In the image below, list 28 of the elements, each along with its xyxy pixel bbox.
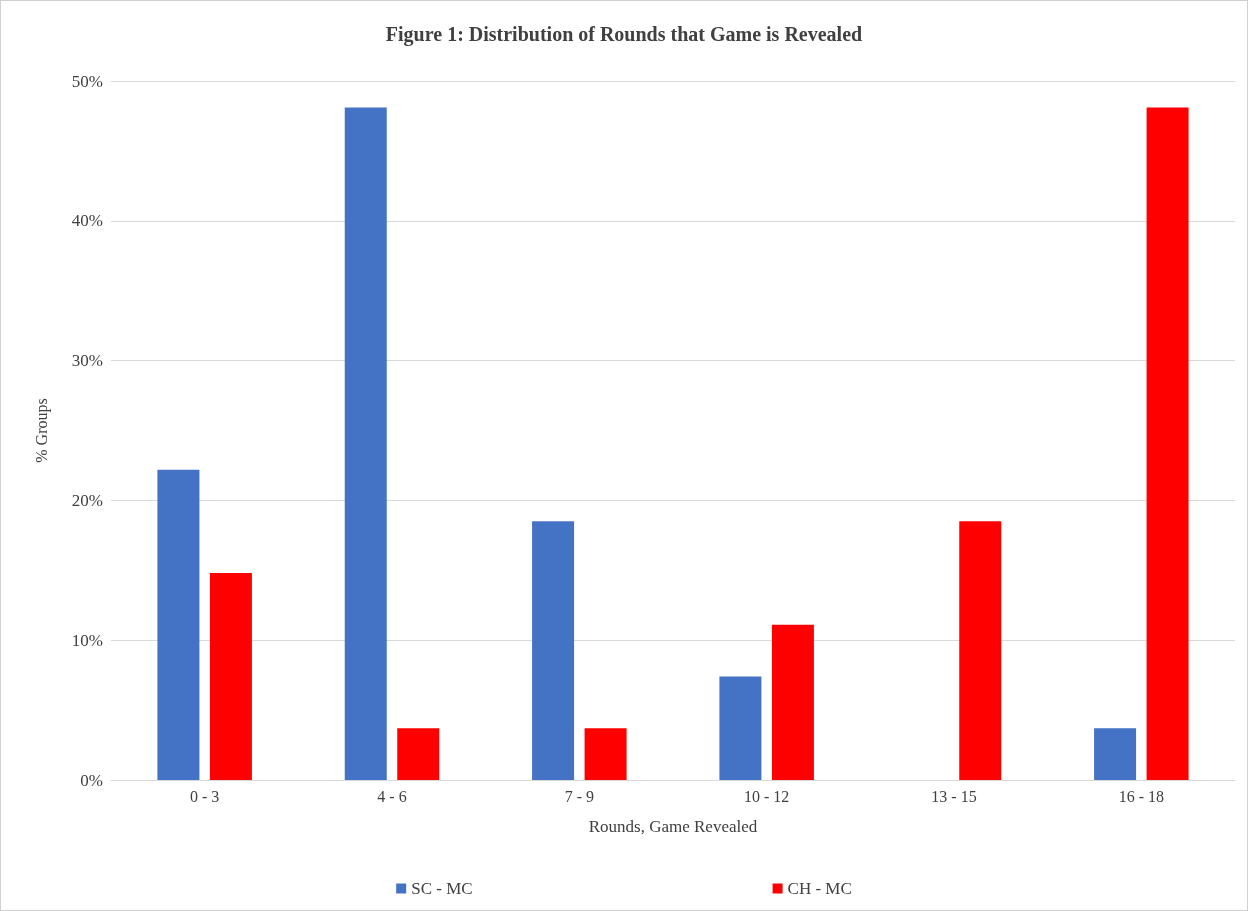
bar <box>532 521 575 780</box>
chart-title: Figure 1: Distribution of Rounds that Game is Revealed <box>385 23 863 46</box>
y-tick-label: 50% <box>71 71 103 91</box>
x-tick-label: 0 - 3 <box>190 787 220 805</box>
bar <box>584 728 627 780</box>
y-tick-label: 20% <box>71 490 103 510</box>
bar <box>157 469 200 780</box>
y-tick-label: 0% <box>80 770 103 790</box>
legend-label: CH - MC <box>787 879 852 898</box>
bar <box>397 728 440 780</box>
bar <box>719 676 762 780</box>
x-tick-label: 16 - 18 <box>1118 787 1164 805</box>
legend-label: SC - MC <box>411 879 473 898</box>
bar <box>771 624 814 780</box>
y-tick-label: 30% <box>71 351 103 371</box>
bar <box>209 573 252 780</box>
bar <box>1146 107 1189 780</box>
y-axis-title: % Groups <box>32 398 51 463</box>
bar <box>344 107 387 780</box>
x-axis-title: Rounds, Game Revealed <box>588 817 758 836</box>
x-tick-label: 10 - 12 <box>744 787 790 805</box>
y-tick-label: 40% <box>71 211 103 231</box>
y-tick-label: 10% <box>71 630 103 650</box>
x-tick-label: 13 - 15 <box>931 787 977 805</box>
x-tick-label: 4 - 6 <box>377 787 407 805</box>
x-tick-label: 7 - 9 <box>564 787 594 805</box>
bar <box>959 521 1002 780</box>
bar <box>1094 728 1137 780</box>
